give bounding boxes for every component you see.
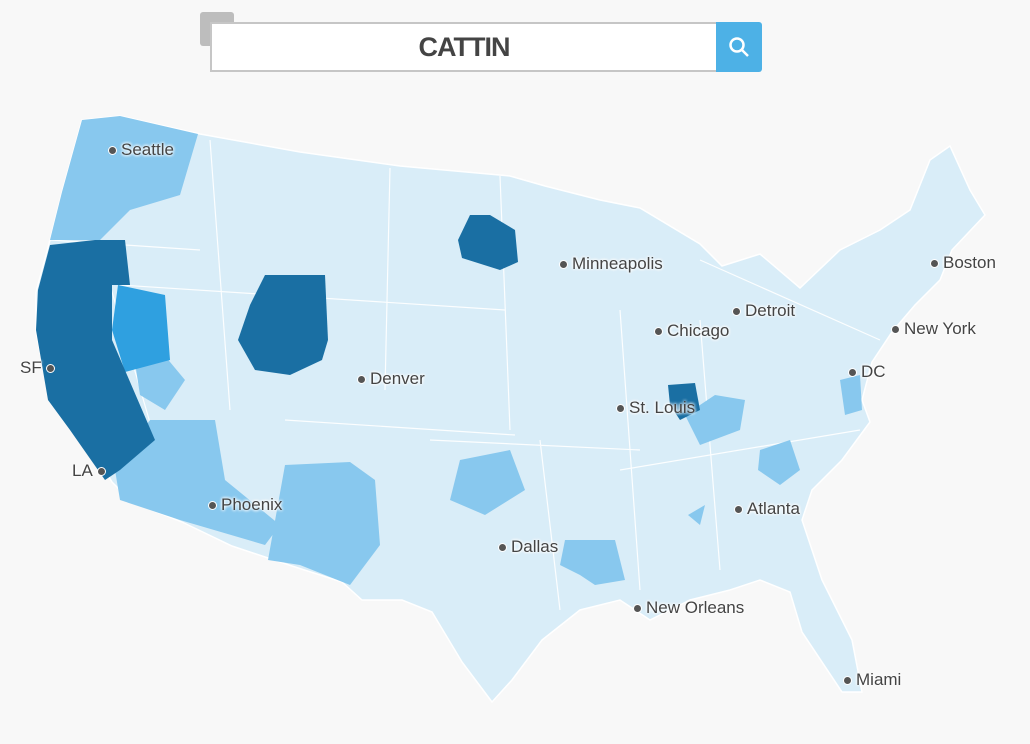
city-label: Seattle (121, 140, 174, 159)
search-icon (729, 37, 749, 57)
region-illinois (668, 383, 700, 420)
city-dot (559, 259, 568, 269)
region-wyoming (238, 275, 328, 375)
city-label: Minneapolis (572, 254, 663, 273)
city-sf: SF (20, 358, 55, 378)
city-new-orleans: New Orleans (633, 598, 744, 618)
city-boston: Boston (930, 253, 996, 273)
city-dot (734, 504, 743, 514)
region-north-carolina (758, 440, 800, 485)
medium-regions (112, 285, 170, 372)
city-la: LA (72, 461, 106, 481)
city-atlanta: Atlanta (734, 499, 800, 519)
city-dot (45, 363, 55, 373)
city-dot (96, 466, 106, 476)
city-st-louis: St. Louis (616, 398, 695, 418)
city-minneapolis: Minneapolis (559, 254, 663, 274)
high-regions (36, 215, 700, 480)
city-miami: Miami (843, 670, 901, 690)
region-arkansas-louisiana (560, 540, 625, 585)
region-arizona (115, 420, 280, 545)
city-label: Atlanta (747, 499, 800, 518)
city-dot (208, 500, 217, 510)
region-dakota-minnesota (458, 215, 518, 270)
city-dot (732, 306, 741, 316)
city-dot (616, 403, 625, 413)
city-label: Boston (943, 253, 996, 272)
city-dc: DC (848, 362, 886, 382)
city-label: LA (72, 461, 93, 480)
city-detroit: Detroit (732, 301, 795, 321)
city-dot (843, 675, 852, 685)
city-dot (633, 603, 642, 613)
city-seattle: Seattle (108, 140, 174, 160)
city-dot (848, 367, 857, 377)
region-alabama (688, 505, 705, 525)
region-virginia (840, 375, 862, 415)
city-dot (654, 326, 663, 336)
region-kentucky (685, 395, 745, 445)
search-input[interactable] (210, 22, 716, 72)
region-california (36, 240, 155, 480)
city-label: New York (904, 319, 976, 338)
city-dot (891, 324, 900, 334)
city-phoenix: Phoenix (208, 495, 282, 515)
region-pacific-northwest (50, 116, 198, 240)
city-dallas: Dallas (498, 537, 558, 557)
city-label: SF (20, 358, 42, 377)
city-label: St. Louis (629, 398, 696, 417)
city-dot (357, 374, 366, 384)
city-dot (498, 542, 507, 552)
city-label: Detroit (745, 301, 796, 320)
city-label: DC (861, 362, 886, 381)
search-bar (210, 22, 762, 72)
city-label: Phoenix (221, 495, 283, 514)
search-button[interactable] (716, 22, 762, 72)
city-dot (108, 145, 117, 155)
city-label: Miami (856, 670, 902, 689)
region-nevada (112, 285, 170, 372)
city-new-york: New York (891, 319, 976, 339)
low-regions (50, 116, 862, 585)
region-oklahoma (450, 450, 525, 515)
city-label: New Orleans (646, 598, 745, 617)
city-denver: Denver (357, 369, 425, 389)
city-label: Denver (370, 369, 425, 388)
city-chicago: Chicago (654, 321, 729, 341)
city-label: Chicago (667, 321, 730, 340)
region-new-mexico (268, 462, 380, 585)
city-dot (930, 258, 939, 268)
us-outline (35, 115, 986, 704)
city-label: Dallas (511, 537, 559, 556)
